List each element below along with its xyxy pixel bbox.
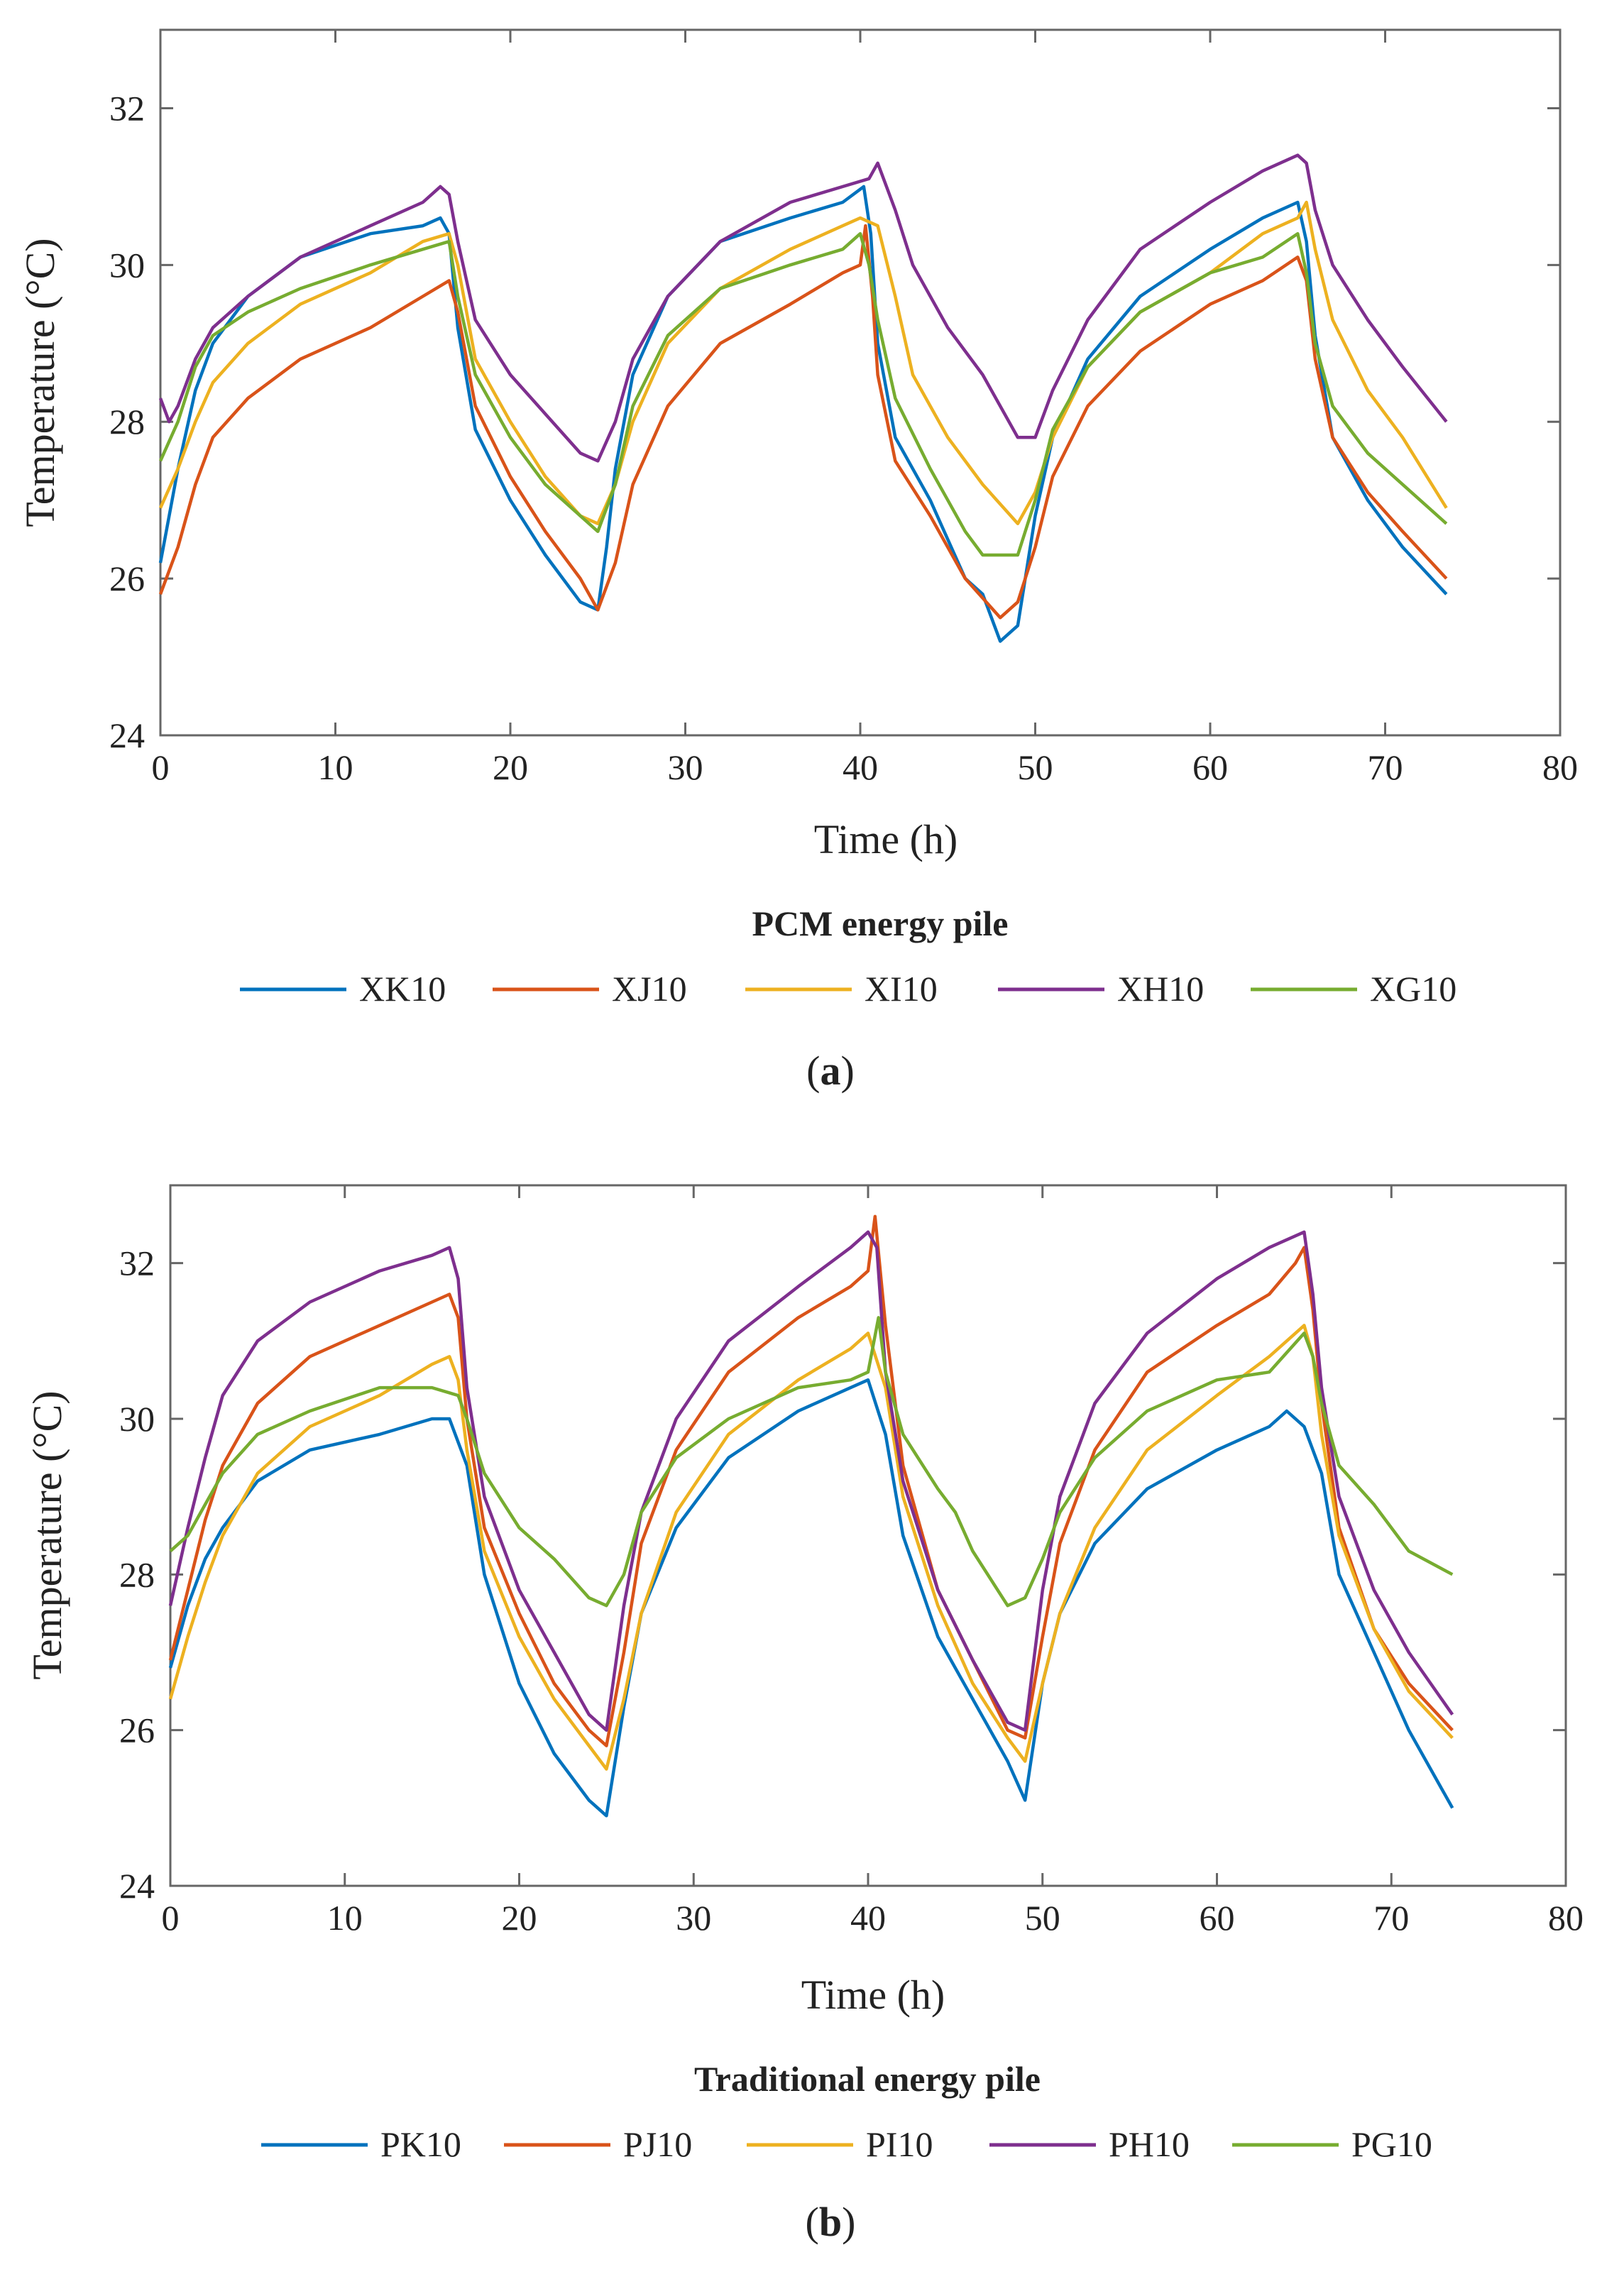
x-tick-label-b-60: 60: [1200, 1898, 1235, 1938]
legend-label-pg10: PG10: [1351, 2124, 1432, 2164]
x-tick-label-a-50: 50: [1018, 747, 1053, 787]
x-tick-label-b-10: 10: [327, 1898, 363, 1938]
y-tick-label-b-30: 30: [119, 1399, 155, 1439]
legend-label-xk10: XK10: [359, 969, 446, 1009]
series-line-ph10: [168, 1230, 1454, 1732]
x-tick-label-a-10: 10: [318, 747, 353, 787]
y-axis-label-b: Temperature (°C): [24, 1390, 70, 1679]
x-tick-label-a-80: 80: [1542, 747, 1578, 787]
caption-b: (b): [806, 2199, 856, 2245]
y-tick-label-a-24: 24: [109, 715, 145, 755]
series-line-xh10: [158, 153, 1448, 463]
chart-b: 0 10 20 30 40 50 60 70 80 24 26 28 30 32 Temperature …: [24, 1184, 1584, 2245]
x-axis-label-a: Time (h): [814, 816, 958, 862]
series-line-xg10: [158, 231, 1448, 557]
series-line-pg10: [169, 1316, 1454, 1608]
legend-label-xg10: XG10: [1370, 969, 1456, 1009]
legend-label-xh10: XH10: [1117, 969, 1204, 1009]
legend-label-pi10: PI10: [866, 2124, 933, 2164]
y-tick-label-a-30: 30: [109, 245, 145, 285]
y-tick-label-b-32: 32: [119, 1243, 155, 1283]
series-line-pk10: [168, 1378, 1454, 1818]
x-tick-label-b-50: 50: [1025, 1898, 1060, 1938]
caption-a: (a): [806, 1048, 855, 1094]
series-line-xi10: [158, 200, 1448, 526]
y-axis-label-a: Temperature (°C): [17, 238, 63, 527]
x-tick-label-b-70: 70: [1373, 1898, 1409, 1938]
y-tick-label-a-32: 32: [109, 88, 145, 128]
x-tick-label-a-70: 70: [1368, 747, 1403, 787]
x-tick-label-b-80: 80: [1548, 1898, 1584, 1938]
series-lines-a: [158, 153, 1448, 643]
x-tick-label-a-60: 60: [1192, 747, 1228, 787]
caption-a-letter: a: [821, 1048, 841, 1094]
x-tick-label-a-40: 40: [843, 747, 878, 787]
legend-title-b: Traditional energy pile: [694, 2059, 1041, 2099]
legend-b: PK10 PJ10 PI10 PH10 PG10: [261, 2124, 1432, 2164]
series-line-xj10: [158, 224, 1448, 620]
legend-a: XK10 XJ10 XI10 XH10 XG10: [240, 969, 1456, 1009]
x-tick-label-a-0: 0: [152, 747, 170, 787]
y-tick-label-b-26: 26: [119, 1711, 155, 1750]
legend-title-a: PCM energy pile: [752, 904, 1008, 943]
y-tick-label-a-26: 26: [109, 559, 145, 598]
series-line-pj10: [168, 1214, 1454, 1747]
plot-frame-a: [159, 28, 1562, 737]
ticks-a: 0 10 20 30 40 50 60 70 80 24 26 28 30 32: [109, 30, 1578, 787]
x-tick-label-a-20: 20: [493, 747, 528, 787]
legend-label-pj10: PJ10: [623, 2124, 692, 2164]
series-line-pi10: [168, 1324, 1454, 1771]
x-tick-label-b-20: 20: [502, 1898, 537, 1938]
ticks-b: 0 10 20 30 40 50 60 70 80 24 26 28 30 32: [119, 1185, 1584, 1938]
y-tick-label-b-28: 28: [119, 1554, 155, 1594]
legend-label-xj10: XJ10: [612, 969, 687, 1009]
x-tick-label-a-30: 30: [668, 747, 703, 787]
y-tick-label-a-28: 28: [109, 402, 145, 441]
chart-a: 0 10 20 30 40 50 60 70 80 24 26 28 30 32 Temperature …: [17, 28, 1578, 1094]
x-tick-label-b-40: 40: [850, 1898, 886, 1938]
x-axis-label-b: Time (h): [801, 1972, 945, 2018]
caption-b-letter: b: [819, 2199, 842, 2245]
legend-label-pk10: PK10: [380, 2124, 461, 2164]
x-tick-label-b-0: 0: [162, 1898, 180, 1938]
series-lines-b: [168, 1214, 1454, 1818]
legend-label-xi10: XI10: [865, 969, 938, 1009]
y-tick-label-b-24: 24: [119, 1866, 155, 1906]
x-tick-label-b-30: 30: [676, 1898, 711, 1938]
series-line-xk10: [158, 185, 1448, 643]
legend-label-ph10: PH10: [1109, 2124, 1190, 2164]
plot-frame-b: [169, 1184, 1567, 1887]
